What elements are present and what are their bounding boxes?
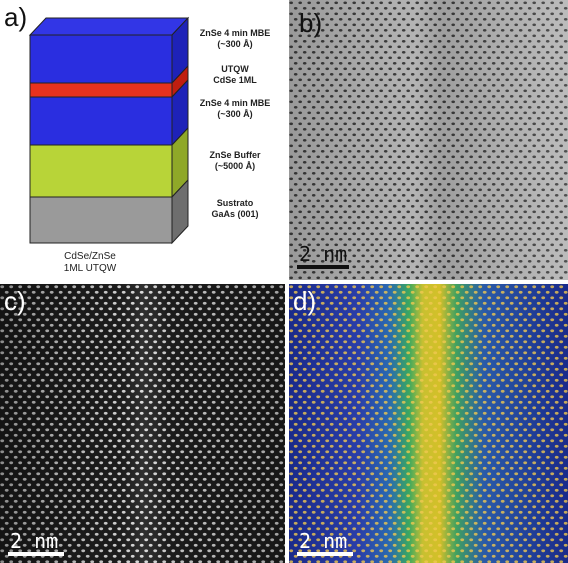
layer-gaas-front: [29, 196, 173, 244]
scalebar-c: [8, 552, 64, 556]
panel-d-falsecolor-image: d) 2 nm: [289, 284, 568, 563]
schematic-caption: CdSe/ZnSe 1ML UTQW: [63, 251, 117, 274]
panel-c-label: c): [4, 286, 26, 316]
stack-top-face: [28, 17, 190, 36]
layer-gaas-side: [171, 178, 189, 245]
scalebar-b: [297, 265, 349, 269]
layer-label-buffer: ZnSe Buffer (~5000 Å): [209, 150, 261, 171]
scalebar-label-c: 2 nm: [10, 529, 59, 553]
layer-label-znse-top: ZnSe 4 min MBE (~300 Å): [199, 28, 271, 49]
layer-label-gaas: Sustrato GaAs (001): [211, 198, 259, 219]
layer-buffer-front: [29, 144, 173, 198]
layer-cdse-front: [29, 82, 173, 98]
panel-b-lattice-image: b) 2 nm: [289, 0, 568, 280]
layer-stack-diagram: [28, 16, 190, 245]
layer-znse-top-front: [29, 34, 173, 84]
panel-d-label: d): [293, 286, 317, 316]
panel-a-layer-schematic: a) ZnSe 4 min MBE (~300 Å) UTQW CdSe 1ML…: [0, 0, 285, 283]
lattice-image-b: [289, 0, 568, 280]
scalebar-d: [297, 552, 353, 556]
lattice-image-d: [289, 284, 568, 563]
layer-label-znse-mid: ZnSe 4 min MBE (~300 Å): [199, 98, 271, 119]
panel-b-label: b): [299, 8, 323, 38]
panel-c-lattice-image: c) 2 nm: [0, 284, 285, 563]
scalebar-label-b: 2 nm: [299, 242, 348, 266]
layer-znse-mid-front: [29, 96, 173, 146]
panel-a-label: a): [4, 2, 28, 32]
scalebar-label-d: 2 nm: [299, 529, 348, 553]
layer-label-cdse: UTQW CdSe 1ML: [213, 64, 257, 85]
lattice-image-c: [0, 284, 285, 563]
